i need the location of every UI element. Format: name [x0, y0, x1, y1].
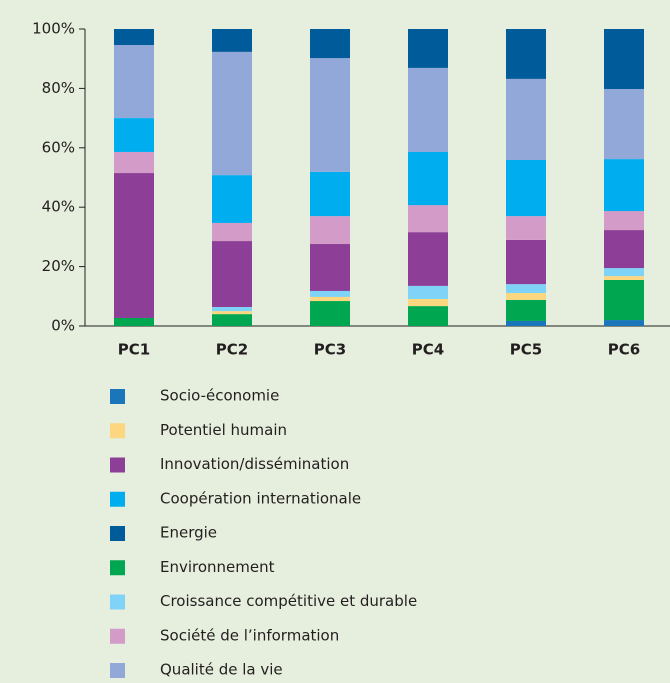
- legend-label: Société de l’information: [160, 626, 339, 644]
- x-tick-label: PC3: [314, 341, 346, 359]
- y-tick-label: 0%: [51, 317, 75, 335]
- bar-segment: [506, 293, 546, 300]
- bar-segment: [114, 29, 154, 46]
- bar-segment: [212, 306, 252, 312]
- bar-segment: [310, 171, 350, 217]
- bar-segment: [114, 317, 154, 326]
- bar-segment: [604, 211, 644, 231]
- bar-segment: [114, 151, 154, 174]
- legend-swatch: [110, 628, 125, 644]
- legend-swatch: [110, 457, 125, 473]
- bar-segment: [604, 320, 644, 326]
- legend-swatch: [110, 594, 125, 610]
- y-tick-label: 100%: [32, 20, 75, 38]
- x-tick-label: PC5: [510, 341, 542, 359]
- legend-label: Socio-économie: [160, 387, 279, 405]
- legend-label: Qualité de la vie: [160, 661, 283, 679]
- legend-swatch: [110, 423, 125, 439]
- bar-segment: [212, 175, 252, 223]
- bar-segment: [310, 296, 350, 302]
- bar-segment: [506, 320, 546, 326]
- bar-segment: [506, 239, 546, 285]
- bar-segment: [506, 78, 546, 160]
- bar-segment: [604, 279, 644, 321]
- bar-segment: [212, 241, 252, 307]
- bar-segment: [408, 67, 448, 152]
- bar-segment: [506, 216, 546, 240]
- legend-swatch: [110, 389, 125, 404]
- legend-label: Potentiel humain: [160, 421, 287, 439]
- legend-label: Energie: [160, 524, 217, 542]
- y-tick-label: 40%: [42, 198, 75, 216]
- legend-swatch: [110, 663, 125, 678]
- legend-swatch: [110, 560, 125, 576]
- bar-segment: [408, 298, 448, 307]
- bar-segment: [408, 205, 448, 233]
- bar-segment: [408, 306, 448, 326]
- bar-segment: [212, 29, 252, 52]
- bar-segment: [114, 173, 154, 318]
- bar-segment: [604, 88, 644, 160]
- bar-segment: [114, 45, 154, 119]
- legend-label: Innovation/dissémination: [160, 455, 349, 473]
- legend-label: Croissance compétitive et durable: [160, 592, 417, 610]
- bar-segment: [604, 276, 644, 280]
- bar-segment: [310, 58, 350, 172]
- x-tick-label: PC4: [412, 341, 444, 359]
- legend-label: Coopération internationale: [160, 489, 361, 507]
- bar-segment: [506, 29, 546, 79]
- bar-segment: [310, 244, 350, 291]
- bar-segment: [604, 159, 644, 212]
- x-tick-label: PC1: [118, 341, 150, 359]
- bar-segment: [212, 222, 252, 242]
- bar-segment: [310, 301, 350, 326]
- bar-segment: [506, 299, 546, 321]
- legend-swatch: [110, 526, 125, 541]
- legend-label: Environnement: [160, 558, 275, 576]
- bar-segment: [310, 216, 350, 245]
- bar-segment: [604, 29, 644, 89]
- x-tick-label: PC6: [608, 341, 640, 359]
- y-tick-label: 20%: [42, 257, 75, 275]
- bar-segment: [506, 159, 546, 217]
- bar-segment: [408, 151, 448, 206]
- bar-segment: [212, 51, 252, 176]
- legend-swatch: [110, 491, 125, 507]
- bar-segment: [212, 311, 252, 315]
- bar-segment: [408, 29, 448, 68]
- bar-segment: [310, 290, 350, 297]
- bar-segment: [310, 29, 350, 59]
- bar-segment: [506, 284, 546, 294]
- bar-segment: [408, 232, 448, 286]
- y-tick-label: 60%: [42, 138, 75, 156]
- bar-segment: [212, 314, 252, 326]
- y-tick-label: 80%: [42, 79, 75, 97]
- bar-segment: [114, 118, 154, 152]
- bar-segment: [408, 285, 448, 299]
- bar-segment: [604, 230, 644, 269]
- x-tick-label: PC2: [216, 341, 248, 359]
- bar-segment: [604, 268, 644, 277]
